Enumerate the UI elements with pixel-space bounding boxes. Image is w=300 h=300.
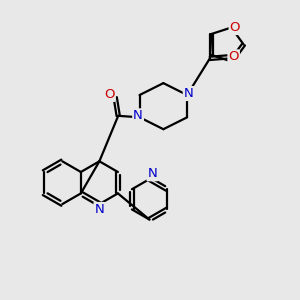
Text: N: N xyxy=(133,109,143,122)
Text: N: N xyxy=(148,167,157,180)
Text: O: O xyxy=(228,50,239,63)
Text: O: O xyxy=(104,88,115,101)
Text: O: O xyxy=(230,21,240,34)
Text: N: N xyxy=(184,87,194,100)
Text: N: N xyxy=(94,203,104,216)
